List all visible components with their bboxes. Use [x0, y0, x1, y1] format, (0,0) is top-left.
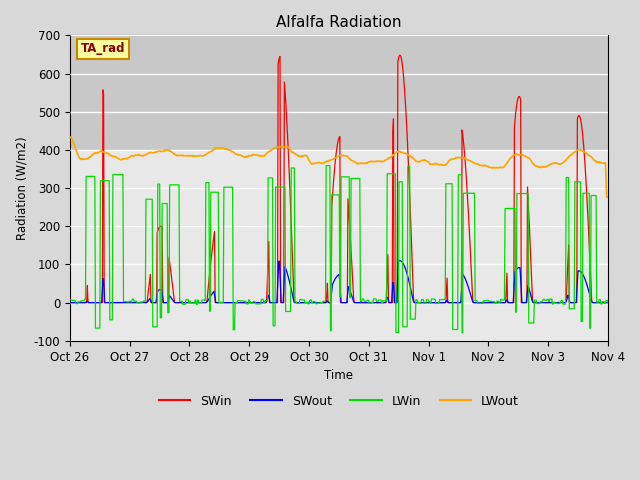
Text: TA_rad: TA_rad — [81, 42, 125, 55]
Legend: SWin, SWout, LWin, LWout: SWin, SWout, LWin, LWout — [154, 390, 524, 413]
Bar — [70, 36, 608, 150]
Y-axis label: Radiation (W/m2): Radiation (W/m2) — [15, 136, 28, 240]
Title: Alfalfa Radiation: Alfalfa Radiation — [276, 15, 402, 30]
X-axis label: Time: Time — [324, 369, 353, 382]
